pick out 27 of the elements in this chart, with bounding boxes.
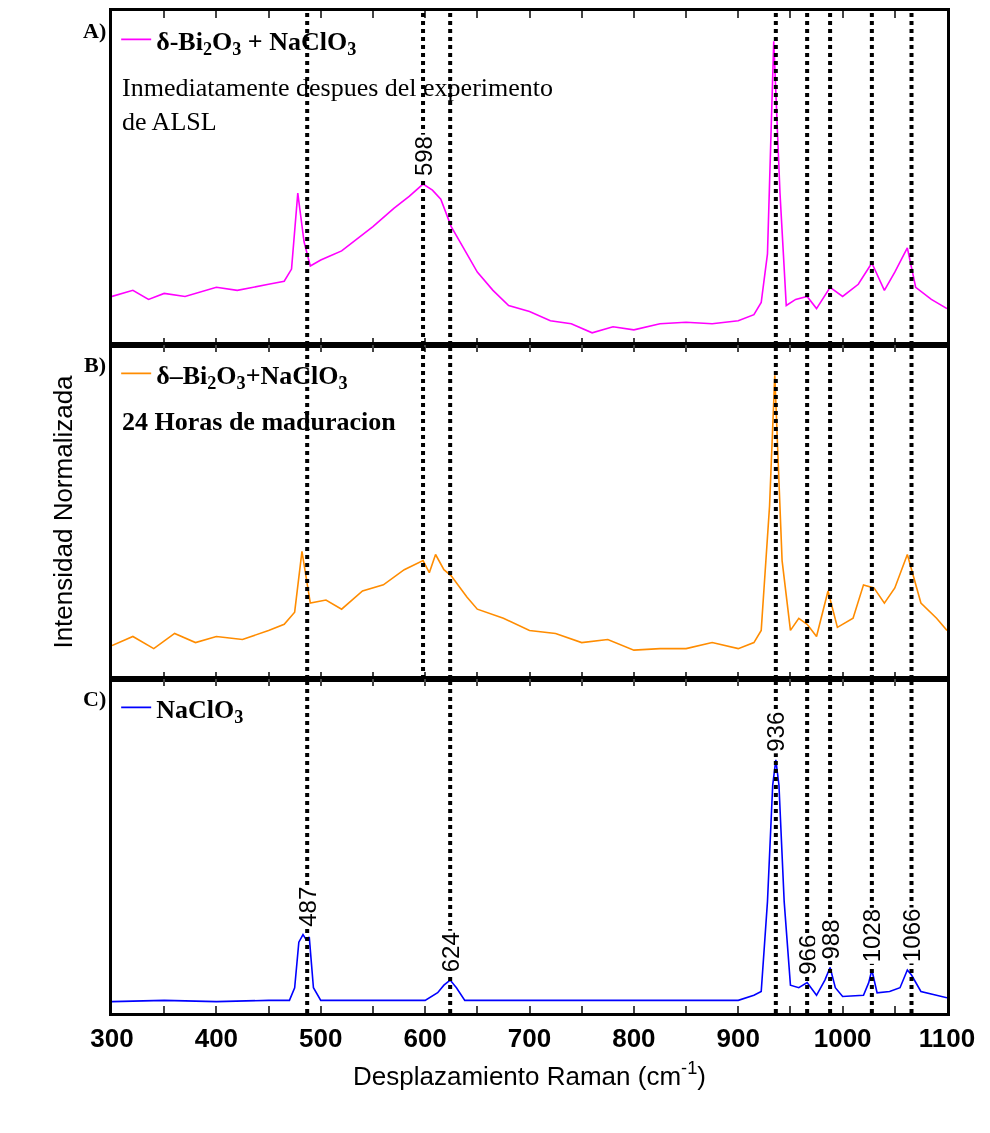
x-tick-label: 1000 <box>813 1022 872 1053</box>
annotation: Inmediatamente despues del experimento de ALSL <box>122 73 554 136</box>
legend-label: δ-Bi$_{2}$O$_{3}$ + NaClO$_{3}$ <box>156 26 357 60</box>
x-tick-label: 300 <box>90 1022 134 1053</box>
ref-line-label: 988 <box>816 919 844 960</box>
x-axis-title: Desplazamiento Raman (cm$^{-1}$) <box>353 1057 706 1091</box>
text: C) <box>83 686 107 711</box>
y-axis-title: Intensidad Normalizada <box>47 374 78 649</box>
x-tick-label: 600 <box>403 1022 447 1053</box>
x-tick-label: 900 <box>716 1022 760 1053</box>
x-tick-label: 700 <box>507 1022 552 1053</box>
x-tick-label: 500 <box>299 1022 343 1053</box>
x-tick-label: 800 <box>612 1022 656 1053</box>
x-tick-label: 400 <box>194 1022 239 1053</box>
ref-line-label: 966 <box>793 934 821 975</box>
text: B) <box>84 352 106 377</box>
ref-line-label: 598 <box>409 136 437 177</box>
annotation: 24 Horas de maduracion <box>122 407 397 436</box>
ref-line-label: 624 <box>437 932 465 973</box>
ref-line-label: 487 <box>293 886 321 927</box>
ref-line-label: 1066 <box>898 908 926 962</box>
text: A) <box>83 18 107 43</box>
ref-line-label: 1028 <box>858 908 886 963</box>
legend-label: δ–Bi$_{2}$O$_{3}$+NaClO$_{3}$ <box>156 360 348 394</box>
legend-label: NaClO$_{3}$ <box>156 694 244 728</box>
x-tick-label: 1100 <box>918 1022 976 1053</box>
ref-line-label: 936 <box>761 711 789 752</box>
